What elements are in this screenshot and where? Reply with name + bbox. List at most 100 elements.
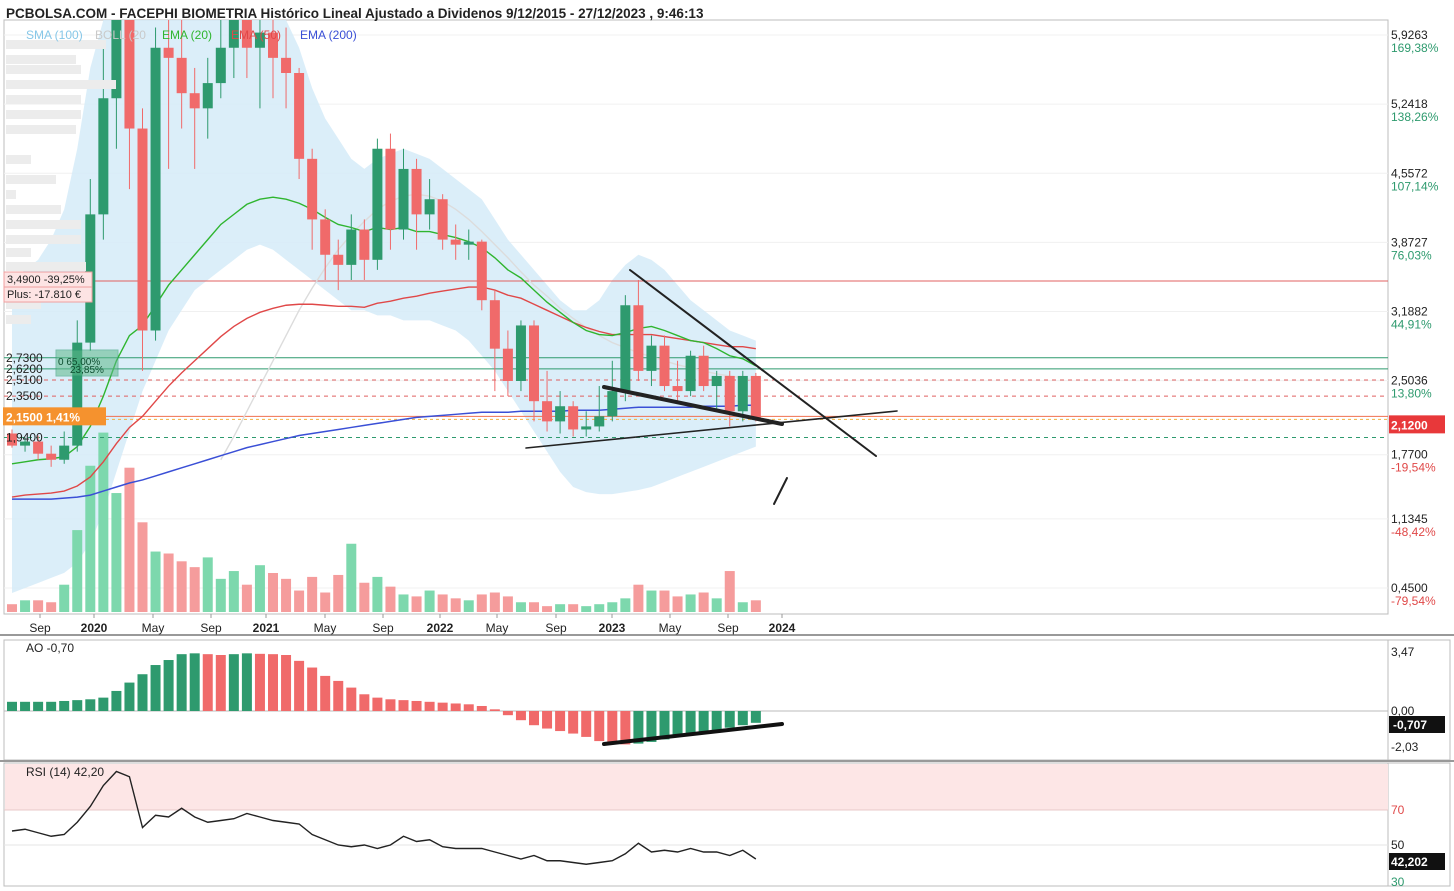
volume-bar [646,590,657,612]
volume-bar [411,596,422,612]
volume-bar [281,578,292,612]
volume-bar [620,598,631,612]
time-tick-label: May [659,621,682,635]
candle-body [202,83,213,109]
volume-bar [607,602,618,612]
volume-bar [555,604,566,612]
volume-bar [711,598,722,612]
candle-body [476,241,487,301]
candle-body [581,426,592,430]
ao-bar [437,702,448,711]
candle-body [241,20,252,48]
candle-body [320,219,331,255]
candle-body [176,57,187,94]
volume-bar [72,530,83,612]
legend-ema50: EMA (50) [231,28,281,42]
candle-body [398,168,409,230]
volume-profile-bar [6,190,16,199]
time-tick-label: May [486,621,509,635]
candle-body [685,355,696,392]
price-tick-pct: 107,14% [1391,179,1439,193]
volume-bar [529,602,539,612]
ao-bar [20,701,31,711]
candle-body [411,168,422,215]
ao-bar [254,653,265,711]
volume-profile-bar [6,95,81,104]
price-tick-pct: -48,42% [1391,525,1436,539]
time-tick-label: Sep [372,621,394,635]
candle-body [568,406,579,430]
volume-profile-bar [6,110,81,119]
candles [7,20,761,467]
candle-body [33,441,44,454]
volume-bar [698,592,709,612]
candle-body [346,229,357,265]
ao-bar [711,711,722,731]
candle-body [215,47,226,84]
ao-bar [398,700,409,711]
volume-bar [372,576,383,612]
volume-profile-bar [6,315,31,324]
volume-profile-bar [6,205,61,214]
candle-body [268,32,278,58]
price-tick-label: 1,7700 [1391,448,1428,462]
time-tick-label: 2020 [81,621,108,635]
volume-bar [437,594,448,612]
volume-bar [581,606,592,612]
volume-bar [568,604,579,612]
ao-bar [581,711,592,737]
volume-profile-bar [6,155,31,164]
candle-body [620,305,631,392]
candle-body [659,345,670,387]
volume-bar [59,584,70,612]
price-tick-label: 2,5036 [1391,374,1428,388]
candle-body [254,32,265,48]
ao-bar [111,690,122,711]
volume-bar [450,598,461,612]
chart-title: PCBOLSA.COM - FACEPHI BIOMETRIA Históric… [6,6,704,21]
ao-tick: -2,03 [1391,740,1419,754]
level-label: 2,3500 [6,389,43,403]
ao-bar [450,703,461,711]
level-label: 2,5100 [6,373,43,387]
price-tick-pct: -79,54% [1391,594,1436,608]
volume-bar [228,571,239,612]
time-tick-label: Sep [29,621,51,635]
ao-bar [750,711,761,723]
volume-profile-bar [6,175,56,184]
time-axis: Sep 2020 May Sep 2021 May Sep 2022 May Sep 2023 May… [29,614,796,635]
candle-body [46,453,57,460]
volume-bar [724,571,735,612]
ao-bar [385,699,396,711]
candle-body [515,325,526,381]
volume-bar [85,465,96,612]
candle-body [98,98,109,215]
volume-bars [7,432,761,612]
ema20-line [11,196,757,465]
ao-bar [463,704,474,711]
ao-bar [646,711,657,742]
candle-body [529,325,539,402]
candle-body [672,386,683,392]
candle-body [72,342,83,446]
price-tick-label: 0,4500 [1391,581,1428,595]
volume-bar [150,551,161,612]
indicator-legend: SMA (100) BOLL (20 EMA (20) EMA (50) EMA… [26,28,357,42]
volume-bar [489,592,500,612]
candle-body [124,20,135,129]
volume-bar [111,493,122,612]
position-box-label: 0 65,00% [58,357,100,368]
ao-bar [542,711,553,729]
candle-body [489,300,500,349]
price-tick-label: 3,8727 [1391,235,1428,249]
ao-bar [150,665,161,711]
volume-bar [685,594,696,612]
volume-bar [333,574,344,612]
candle-body [646,345,657,371]
candle-body [555,406,566,422]
ao-bar [163,660,174,711]
rsi-line [11,770,757,865]
volume-bar [254,565,265,612]
legend-ema200: EMA (200) [300,28,357,42]
